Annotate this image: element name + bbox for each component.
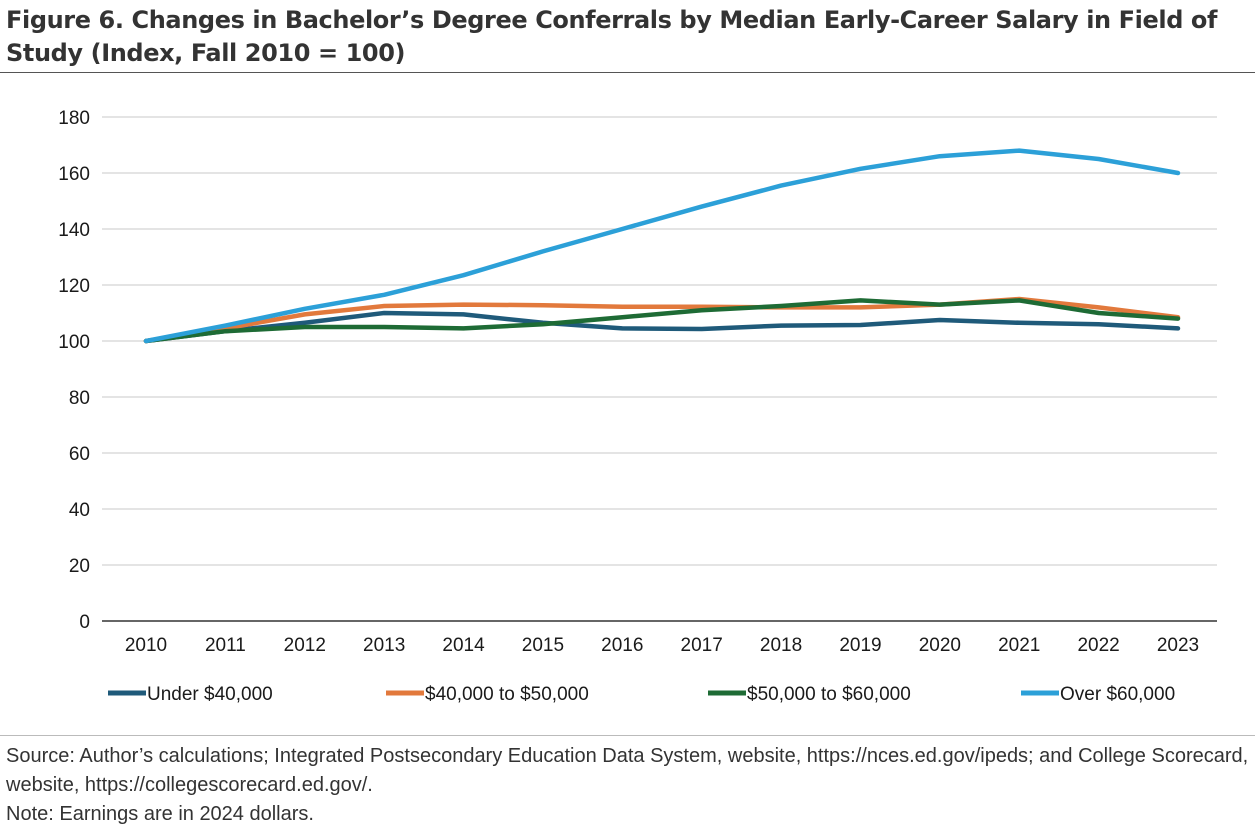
- footer-divider: [0, 735, 1255, 736]
- y-axis-tick-labels: 0 20 40 60 80 100 120 140 160 180: [58, 108, 90, 633]
- x-axis-tick-labels: 2010 2011 2012 2013 2014 2015 2016 2017 2018 2019…: [125, 635, 1199, 656]
- earnings-note: Note: Earnings are in 2024 dollars.: [6, 803, 314, 825]
- series-line-40-000-to-50-000: [143, 296, 1181, 344]
- x-tick-label: 2017: [681, 635, 723, 656]
- legend-label: Over $60,000: [1060, 684, 1175, 705]
- y-tick-label: 80: [69, 388, 90, 409]
- legend-label: Under $40,000: [147, 684, 273, 705]
- series-lines: [143, 148, 1181, 344]
- y-tick-label: 180: [58, 108, 90, 129]
- y-tick-label: 0: [79, 612, 90, 633]
- legend: Under $40,000 $40,000 to $50,000 $50,000 t…: [108, 684, 1175, 705]
- y-tick-label: 40: [69, 500, 90, 521]
- legend-label: $40,000 to $50,000: [425, 684, 589, 705]
- y-tick-label: 100: [58, 332, 90, 353]
- y-tick-label: 160: [58, 164, 90, 185]
- title-divider: [0, 72, 1255, 73]
- y-tick-label: 140: [58, 220, 90, 241]
- x-tick-label: 2012: [284, 635, 326, 656]
- source-note: Source: Author’s calculations; Integrate…: [6, 745, 1249, 796]
- legend-label: $50,000 to $60,000: [747, 684, 911, 705]
- x-tick-label: 2020: [919, 635, 961, 656]
- x-tick-label: 2014: [442, 635, 485, 656]
- x-tick-label: 2011: [205, 635, 246, 656]
- series-line-over-60-000: [143, 148, 1181, 344]
- gridlines: [102, 116, 1217, 566]
- y-tick-label: 20: [69, 556, 90, 577]
- x-tick-label: 2013: [363, 635, 405, 656]
- x-tick-label: 2018: [760, 635, 802, 656]
- y-tick-label: 120: [58, 276, 90, 297]
- x-tick-label: 2022: [1077, 635, 1119, 656]
- x-tick-label: 2021: [998, 635, 1040, 656]
- x-tick-label: 2019: [839, 635, 881, 656]
- x-tick-label: 2023: [1157, 635, 1199, 656]
- x-tick-label: 2015: [522, 635, 564, 656]
- x-tick-label: 2010: [125, 635, 167, 656]
- series-line-50-000-to-60-000: [143, 298, 1181, 344]
- series-line-under-40-000: [143, 310, 1181, 344]
- figure-title: Figure 6. Changes in Bachelor’s Degree C…: [6, 6, 1218, 67]
- x-tick-label: 2016: [601, 635, 643, 656]
- y-tick-label: 60: [69, 444, 90, 465]
